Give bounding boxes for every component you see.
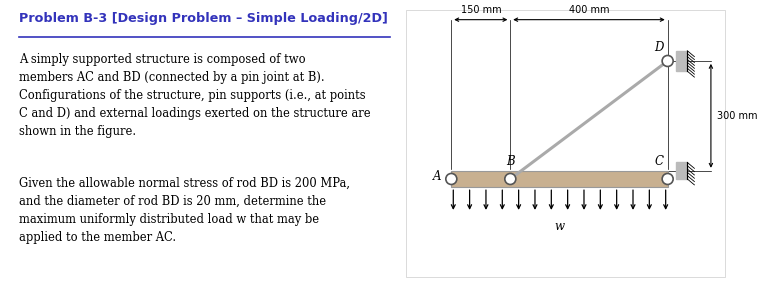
- Text: A: A: [433, 171, 442, 183]
- Text: Problem B-3 [Design Problem – Simple Loading/2D]: Problem B-3 [Design Problem – Simple Loa…: [19, 12, 388, 25]
- Text: 400 mm: 400 mm: [569, 5, 609, 15]
- Text: D: D: [655, 41, 664, 54]
- Circle shape: [505, 173, 516, 184]
- Circle shape: [445, 173, 457, 184]
- Circle shape: [662, 173, 673, 184]
- Circle shape: [662, 55, 673, 66]
- Bar: [452, 171, 668, 187]
- Text: C: C: [655, 155, 663, 168]
- Text: 150 mm: 150 mm: [461, 5, 501, 15]
- Text: Given the allowable normal stress of rod BD is 200 MPa,
and the diameter of rod : Given the allowable normal stress of rod…: [19, 177, 350, 244]
- Bar: [676, 51, 687, 71]
- Text: 300 mm: 300 mm: [717, 111, 757, 121]
- Text: w: w: [554, 220, 564, 233]
- Text: A simply supported structure is composed of two
members AC and BD (connected by : A simply supported structure is composed…: [19, 53, 371, 138]
- Bar: [676, 163, 687, 179]
- Text: B: B: [506, 155, 515, 168]
